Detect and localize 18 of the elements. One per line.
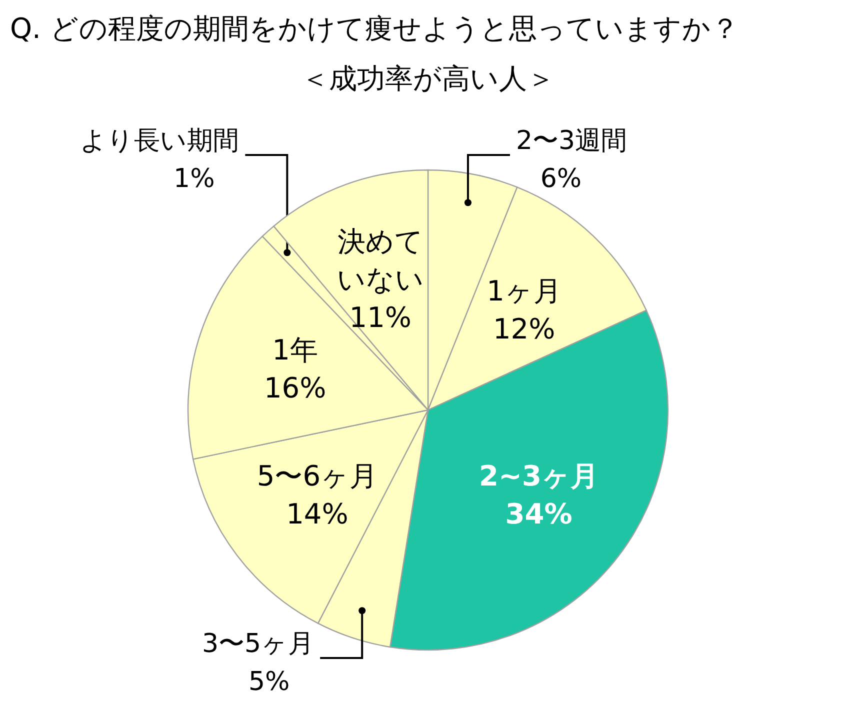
slice-label: 2〜3週間 xyxy=(516,126,628,156)
data-label: 12% xyxy=(492,312,556,346)
slice: 5〜6ヶ月 14% xyxy=(192,409,429,624)
data-label: 11% xyxy=(349,301,412,334)
slice-label: 1ヶ月 xyxy=(486,274,562,308)
chart-title: Q. どの程度の期間をかけて痩せようと思っていますか？ xyxy=(10,12,739,45)
slice-label: 決めていない xyxy=(336,225,424,296)
data-label: 5% xyxy=(248,667,290,697)
slice-label: 2~3ヶ月 xyxy=(479,459,598,492)
data-label: 16% xyxy=(264,372,326,405)
slice-label: 3〜5ヶ月 xyxy=(202,629,314,659)
data-label: 14% xyxy=(286,497,348,530)
slice-label: 5〜6ヶ月 xyxy=(256,459,378,492)
data-label: 34% xyxy=(505,497,572,530)
data-label: 1% xyxy=(174,164,215,194)
chart-subtitle: ＜成功率が高い人＞ xyxy=(301,62,555,95)
slice-label: より長い期間 xyxy=(80,126,240,156)
slice-label: 1年 xyxy=(272,334,318,367)
